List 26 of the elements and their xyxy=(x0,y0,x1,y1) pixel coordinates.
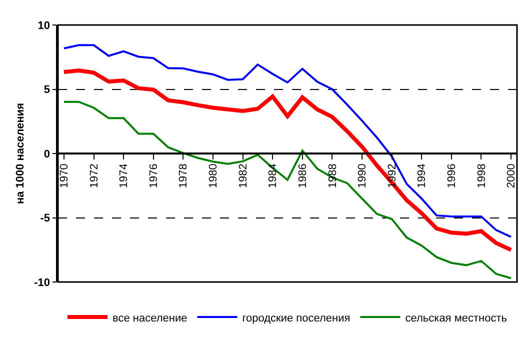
x-tick-label: 1986 xyxy=(296,164,309,188)
x-tick-label: 1972 xyxy=(88,164,100,188)
x-tick-label: 2000 xyxy=(506,164,518,188)
x-tick-label: 1974 xyxy=(118,164,130,188)
y-tick-label: 10 xyxy=(38,20,50,32)
y-tick-label: -10 xyxy=(34,276,50,289)
legend-label: сельская местность xyxy=(405,312,508,324)
x-tick-label: 1990 xyxy=(356,164,369,188)
x-tick-label: 1980 xyxy=(208,164,220,188)
x-tick-label: 1976 xyxy=(148,164,160,188)
x-tick-label: 1970 xyxy=(58,164,71,188)
x-tick-label: 1996 xyxy=(446,164,458,188)
x-tick-label: 1982 xyxy=(237,164,250,188)
x-tick-label: 1992 xyxy=(386,164,398,188)
x-tick-label: 1988 xyxy=(326,164,339,188)
x-tick-label: 1994 xyxy=(416,164,428,188)
line-series xyxy=(62,68,514,252)
legend-label: все население xyxy=(112,312,188,324)
y-tick-label: -5 xyxy=(40,212,50,225)
x-tick-label: 1998 xyxy=(476,164,488,188)
y-axis-title: на 1000 населения xyxy=(14,102,26,204)
x-tick-label: 1978 xyxy=(178,164,190,188)
y-tick-label: 5 xyxy=(44,84,50,96)
legend-label: городские поселения xyxy=(242,312,350,324)
y-tick-label: 0 xyxy=(44,148,50,160)
x-tick-label: 1984 xyxy=(267,164,280,188)
